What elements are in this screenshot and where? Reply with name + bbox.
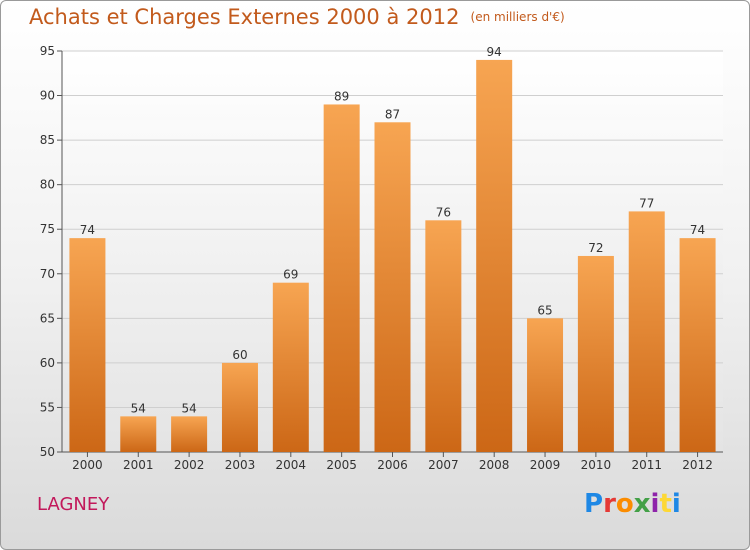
y-tick-label-55: 55: [40, 400, 55, 414]
value-label-2003: 60: [232, 348, 247, 362]
chart-title: Achats et Charges Externes 2000 à 2012 (…: [29, 5, 565, 29]
x-tick-label-2005: 2005: [326, 458, 357, 472]
logo-letter: i: [650, 489, 660, 519]
bar-2008: [476, 59, 513, 453]
x-tick-label-2011: 2011: [631, 458, 662, 472]
bar-2006: [374, 122, 411, 453]
y-tick-label-60: 60: [40, 356, 55, 370]
proxiti-logo: Proxiti: [584, 489, 681, 519]
bar-2000: [69, 238, 106, 452]
bar-2002: [171, 416, 208, 452]
logo-letter: o: [615, 489, 634, 519]
value-label-2012: 74: [690, 223, 705, 237]
y-tick-label-80: 80: [40, 178, 55, 192]
logo-letter: t: [659, 489, 672, 519]
value-label-2005: 89: [334, 89, 349, 103]
y-tick-label-90: 90: [40, 89, 55, 103]
value-label-2007: 76: [436, 205, 451, 219]
value-label-2000: 74: [80, 223, 95, 237]
bar-2005: [323, 104, 360, 452]
x-tick-label-2008: 2008: [479, 458, 510, 472]
x-tick-label-2001: 2001: [123, 458, 154, 472]
bar-2001: [120, 416, 157, 452]
bar-2011: [628, 211, 665, 452]
y-tick-label-95: 95: [40, 44, 55, 58]
value-label-2006: 87: [385, 107, 400, 121]
bar-2012: [679, 238, 716, 452]
logo-letter: i: [671, 489, 681, 519]
value-label-2010: 72: [588, 241, 603, 255]
value-label-2011: 77: [639, 196, 654, 210]
y-tick-label-75: 75: [40, 222, 55, 236]
x-tick-label-2009: 2009: [530, 458, 561, 472]
bar-2009: [527, 318, 564, 452]
x-tick-label-2003: 2003: [225, 458, 256, 472]
bar-2010: [577, 255, 614, 452]
unit-text: (en milliers d'€): [470, 10, 565, 24]
title-text: Achats et Charges Externes 2000 à 2012: [29, 5, 460, 29]
y-tick-label-85: 85: [40, 133, 55, 147]
value-label-2004: 69: [283, 268, 298, 282]
logo-letter: x: [633, 489, 651, 519]
value-label-2002: 54: [181, 401, 196, 415]
x-tick-label-2000: 2000: [72, 458, 103, 472]
logo-letter: P: [584, 489, 604, 519]
x-tick-label-2006: 2006: [377, 458, 408, 472]
x-tick-label-2012: 2012: [682, 458, 713, 472]
value-label-2008: 94: [487, 45, 502, 59]
commune-name: LAGNEY: [37, 494, 110, 515]
x-tick-label-2002: 2002: [174, 458, 205, 472]
value-label-2001: 54: [131, 401, 146, 415]
bar-2004: [272, 282, 309, 452]
bar-2003: [221, 362, 258, 452]
x-tick-label-2010: 2010: [581, 458, 612, 472]
x-tick-label-2004: 2004: [276, 458, 307, 472]
y-tick-label-50: 50: [40, 445, 55, 459]
value-label-2009: 65: [537, 303, 552, 317]
x-tick-label-2007: 2007: [428, 458, 459, 472]
y-tick-label-65: 65: [40, 311, 55, 325]
bar-2007: [425, 220, 462, 452]
y-tick-label-70: 70: [40, 267, 55, 281]
logo-letter: r: [603, 489, 616, 519]
